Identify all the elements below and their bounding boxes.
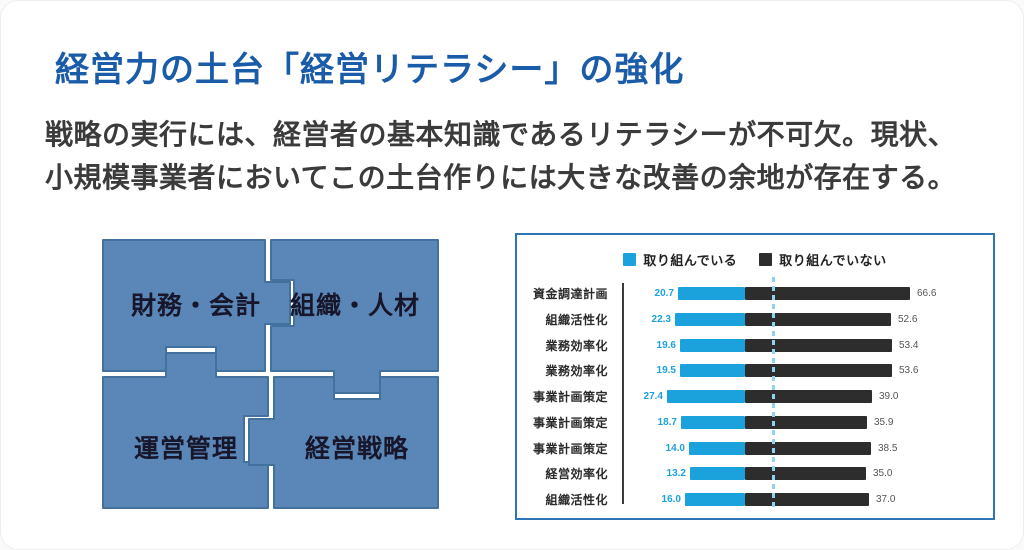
legend-swatch-engaged [623,253,637,266]
bar-engaged [680,338,745,352]
puzzle-label-business-strategy: 経営戦略 [305,434,409,463]
row-bars: 27.4 39.0 [624,390,983,403]
value-label-not-engaged: 37.0 [876,494,896,505]
category-label: 事業計画策定 [532,415,608,430]
puzzle-diagram: 財務・会計 組織・人材 運営管理 経営戦略 [100,236,440,516]
puzzle-piece-top-right [270,239,439,394]
legend-label-not-engaged: 取り組んでいない [779,253,887,268]
value-label-not-engaged: 66.6 [917,288,937,299]
puzzle-label-organization-hr: 組織・人材 [290,291,420,320]
category-label: 組織活性化 [545,493,608,507]
value-label-engaged: 16.0 [661,494,681,505]
bar-not-engaged [745,390,872,403]
bar-not-engaged [745,493,869,506]
value-label-not-engaged: 35.0 [873,468,893,480]
value-label-not-engaged: 35.9 [874,416,894,428]
category-label: 組織活性化 [545,312,608,327]
chart-row: 資金調達計画 20.7 66.6 [531,287,983,301]
value-label-engaged: 27.4 [643,391,663,402]
page-title: 経営力の土台「経営リテラシー」の強化 [55,51,685,89]
bar-not-engaged [745,338,892,352]
legend-swatch-not-engaged [759,253,773,266]
value-label-not-engaged: 38.5 [878,442,898,454]
bar-engaged [685,493,745,506]
bar-not-engaged [745,287,910,300]
body-text-line-1: 戦略の実行には、経営者の基本知識であるリテラシーが不可欠。現状、 [45,119,957,150]
category-label: 業務効率化 [545,364,608,379]
bar-not-engaged [745,364,892,378]
puzzle-piece-bottom-right [248,376,439,509]
row-bars: 19.6 53.4 [624,338,983,352]
value-label-engaged: 18.7 [657,416,677,428]
row-bars: 16.0 37.0 [624,493,983,506]
category-label: 事業計画策定 [532,390,608,404]
value-label-engaged: 19.5 [656,365,676,377]
legend-item-engaged: 取り組んでいる [623,250,737,269]
row-bars: 14.0 38.5 [624,441,983,455]
body-text-line-2: 小規模事業者においてこの土台作りには大きな改善の余地が存在する。 [45,162,957,194]
value-label-not-engaged: 52.6 [898,313,918,325]
category-label: 経営効率化 [545,467,608,482]
dashed-guide-line [772,277,775,508]
row-bars: 22.3 52.6 [624,312,983,326]
category-label: 資金調達計画 [532,287,608,301]
bar-not-engaged [745,441,871,455]
value-label-not-engaged: 53.6 [899,365,919,377]
puzzle-label-finance-accounting: 財務・会計 [131,291,261,320]
row-bars: 13.2 35.0 [624,467,983,481]
row-bars: 19.5 53.6 [624,364,983,378]
puzzle-svg: 財務・会計 組織・人材 運営管理 経営戦略 [102,239,439,509]
chart-legend: 取り組んでいる 取り組んでいない [517,250,993,269]
bar-engaged [689,441,745,455]
category-label: 事業計画策定 [532,441,608,456]
chart-row: 組織活性化 22.3 52.6 [531,312,983,327]
value-label-engaged: 13.2 [666,468,686,480]
body-text: 戦略の実行には、経営者の基本知識であるリテラシーが不可欠。現状、 小規模事業者に… [45,113,956,200]
chart-row: 事業計画策定 27.4 39.0 [531,390,983,404]
category-axis-line [622,283,624,504]
value-label-not-engaged: 53.4 [899,339,919,351]
chart-row: 事業計画策定 14.0 38.5 [531,441,983,456]
bar-engaged [680,364,745,378]
chart-rows: 資金調達計画 20.7 66.6 組織活性化 22.3 52.6 業務効率化 19.6 53.4… [531,287,983,507]
puzzle-piece-bottom-left [102,352,269,509]
row-bars: 18.7 35.9 [624,415,983,429]
bar-engaged [667,390,745,403]
bar-engaged [681,415,745,429]
chart-plot-area: 資金調達計画 20.7 66.6 組織活性化 22.3 52.6 業務効率化 19.6 53.4… [531,277,983,508]
chart-row: 業務効率化 19.5 53.6 [531,364,983,379]
legend-item-not-engaged: 取り組んでいない [759,250,886,269]
bar-engaged [678,287,745,300]
chart-row: 業務効率化 19.6 53.4 [531,338,983,353]
puzzle-label-operations-management: 運営管理 [134,434,238,463]
bar-chart-panel: 取り組んでいる 取り組んでいない 資金調達計画 20.7 66.6 組織活性化 22.3… [515,233,995,520]
value-label-not-engaged: 39.0 [879,391,899,402]
value-label-engaged: 22.3 [651,313,671,325]
bar-not-engaged [745,415,867,429]
bar-engaged [675,312,745,326]
legend-label-engaged: 取り組んでいる [643,253,738,268]
bar-not-engaged [745,312,891,326]
bar-not-engaged [745,467,866,481]
bar-engaged [690,467,745,481]
row-bars: 20.7 66.6 [624,287,983,300]
chart-row: 組織活性化 16.0 37.0 [531,493,983,507]
category-label: 業務効率化 [545,338,608,353]
chart-row: 事業計画策定 18.7 35.9 [531,415,983,430]
chart-row: 経営効率化 13.2 35.0 [531,467,983,482]
value-label-engaged: 20.7 [654,288,674,299]
value-label-engaged: 14.0 [665,442,685,454]
value-label-engaged: 19.6 [656,339,676,351]
